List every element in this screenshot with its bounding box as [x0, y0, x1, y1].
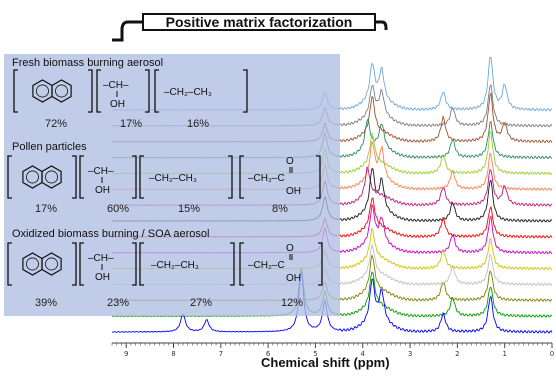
- fraction-fresh-ch2-ch3: 16%: [187, 118, 210, 130]
- x-tick-label: 8: [171, 350, 175, 358]
- x-tick-label: 4: [361, 350, 366, 358]
- fraction-pollen-ch-oh: 60%: [107, 203, 130, 215]
- x-tick-label: 7: [219, 350, 223, 358]
- x-tick-label: 6: [266, 350, 271, 358]
- fraction-soa-aromatic: 39%: [35, 297, 58, 309]
- fraction-soa-ch2-ch3: 27%: [190, 297, 213, 309]
- fraction-pollen-aromatic: 17%: [35, 203, 58, 215]
- spectrum-series-15: [111, 272, 553, 334]
- x-tick-label: 1: [502, 350, 506, 358]
- factor-panel: [4, 54, 340, 316]
- x-axis-title: Chemical shift (ppm): [261, 355, 390, 370]
- x-axis: 9 8 7 6 5 4 3 2 1 0: [111, 342, 554, 358]
- fraction-soa-ch-oh: 23%: [107, 297, 130, 309]
- fraction-soa-ch2-cooh: 12%: [281, 297, 304, 309]
- fraction-fresh-aromatic: 72%: [45, 118, 68, 130]
- fraction-pollen-ch2-cooh: 8%: [272, 203, 288, 215]
- pmf-label: Positive matrix factorization: [165, 14, 353, 30]
- pmf-label-box: Positive matrix factorization: [142, 13, 376, 31]
- x-tick-label: 9: [124, 350, 128, 358]
- fraction-fresh-ch-oh: 17%: [120, 118, 143, 130]
- section-title-fresh-biomass: Fresh biomass burning aerosol: [12, 57, 164, 69]
- x-tick-label: 5: [313, 350, 317, 358]
- x-tick-label: 0: [550, 350, 554, 358]
- section-title-pollen: Pollen particles: [12, 141, 87, 153]
- fraction-pollen-ch2-ch3: 15%: [178, 203, 201, 215]
- x-tick-label: 3: [408, 350, 412, 358]
- x-tick-label: 2: [455, 350, 459, 358]
- section-title-oxidized-soa: Oxidized biomass burning / SOA aerosol: [12, 228, 210, 240]
